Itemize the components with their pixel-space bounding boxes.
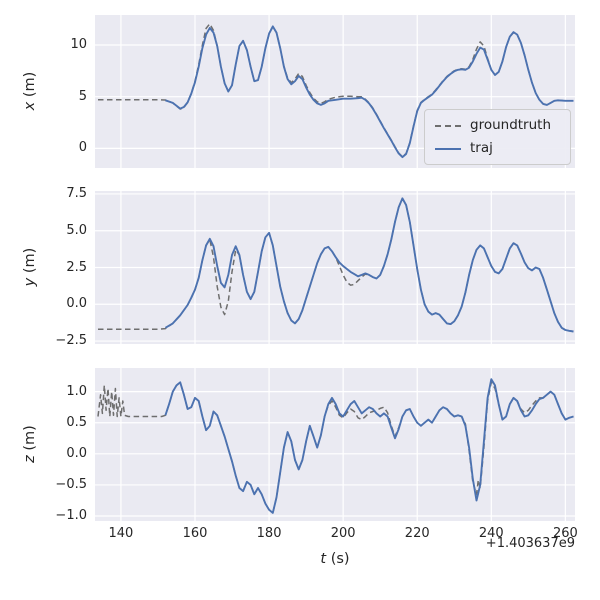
legend-label-traj: traj [470,140,493,156]
ytick-label-y: 0.0 [66,296,87,312]
xlabel-var: t [320,551,327,567]
ytick-label-z: 1.0 [66,383,87,399]
xtick-label: 200 [330,526,356,541]
subplot-x-canvas [95,15,575,168]
series-traj-z [164,378,574,514]
subplot-y-canvas [95,191,575,344]
ytick-label-x: 10 [70,36,87,52]
ytick-label-x: 0 [78,140,87,156]
xtick-label: 260 [552,526,578,541]
legend: groundtruth traj [424,109,571,165]
ylabel-y-var: y [22,277,38,287]
xtick-label: 140 [108,526,134,541]
series-groundtruth-y [98,197,574,333]
ytick-label-z: 0.5 [66,414,87,430]
ytick-label-y: 7.5 [66,185,87,201]
legend-label-groundtruth: groundtruth [470,117,552,133]
legend-item-groundtruth: groundtruth [435,118,560,133]
solid-line-icon [435,147,461,150]
subplot-y [95,191,575,344]
xtick-label: 160 [182,526,208,541]
ytick-label-y: 5.0 [66,222,87,238]
subplot-z [95,368,575,521]
x-axis-offset-text: +1.403637e9 [485,536,575,551]
ytick-label-z: −0.5 [55,476,87,492]
ytick-label-z: −1.0 [55,508,87,524]
xlabel: t (s) [320,551,349,567]
ytick-label-x: 5 [78,88,87,104]
xtick-label: 180 [256,526,282,541]
series-traj-x [165,25,574,159]
series-groundtruth-z [97,381,574,514]
ytick-label-y: −2.5 [55,333,87,349]
subplot-z-canvas [95,368,575,521]
xtick-label: 240 [478,526,504,541]
xlabel-unit: (s) [326,551,350,567]
ytick-label-z: 0.0 [66,445,87,461]
series-traj-y [164,197,574,333]
dashed-line-icon [435,124,461,127]
subplot-x [95,15,575,168]
legend-item-traj: traj [435,141,560,156]
ytick-label-y: 2.5 [66,259,87,275]
xtick-label: 220 [404,526,430,541]
